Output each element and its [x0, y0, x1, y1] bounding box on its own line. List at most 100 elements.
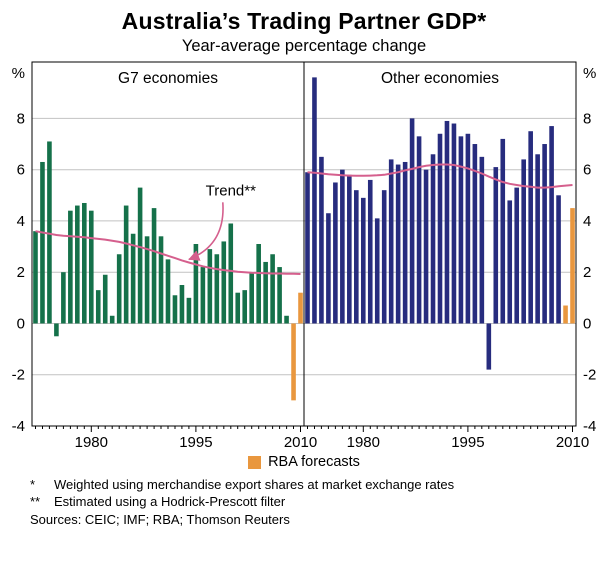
- panel-title: G7 economies: [118, 70, 218, 87]
- bar: [291, 323, 296, 401]
- bar: [137, 187, 143, 324]
- bar: [228, 223, 234, 324]
- bar: [549, 126, 554, 324]
- footnote-2-text: Estimated using a Hodrick-Prescott filte…: [54, 494, 286, 510]
- bar: [333, 182, 338, 324]
- bar: [479, 156, 485, 324]
- bar: [360, 197, 366, 324]
- bar: [542, 144, 547, 324]
- bar: [242, 290, 248, 324]
- panel-title: Other economies: [381, 70, 499, 87]
- bar: [172, 295, 178, 324]
- x-tick-label: 1995: [179, 434, 212, 451]
- bars-0: [33, 141, 303, 401]
- y-axis-labels: -4 -4 -2 -2 0 0 2 2 4 4 6 6 8 8%%: [12, 65, 597, 435]
- bar: [409, 118, 415, 324]
- bar: [116, 254, 122, 324]
- bar: [200, 267, 206, 324]
- bar: [102, 274, 108, 324]
- bar: [312, 77, 317, 324]
- bar: [444, 120, 450, 324]
- bar: [158, 236, 164, 324]
- y-tick-label-right: 6: [583, 162, 591, 179]
- bar: [263, 261, 268, 324]
- bar: [193, 244, 199, 324]
- bar: [82, 202, 87, 324]
- bar: [68, 210, 73, 324]
- bar: [256, 244, 261, 324]
- footnotes: * Weighted using merchandise export shar…: [0, 476, 608, 528]
- bar: [416, 136, 422, 324]
- y-tick-label-left: 6: [17, 162, 25, 179]
- bar: [270, 254, 275, 324]
- bar: [277, 267, 282, 324]
- bar: [165, 259, 171, 324]
- bar: [40, 161, 45, 324]
- bar: [486, 323, 492, 370]
- y-tick-label-right: 8: [583, 110, 591, 127]
- bar: [95, 290, 101, 324]
- y-tick-label-right: 4: [583, 213, 591, 230]
- trend-annotation-arrow: [188, 202, 224, 261]
- plot-border: [31, 61, 577, 427]
- y-tick-label-left: -4: [12, 418, 25, 435]
- y-tick-label-left: 4: [17, 213, 25, 230]
- bar: [465, 133, 471, 324]
- y-tick-label-right: 0: [583, 316, 591, 333]
- sources-line: Sources: CEIC; IMF; RBA; Thomson Reuters: [30, 512, 290, 528]
- bar: [388, 159, 394, 324]
- footnote-2-marker: **: [30, 494, 41, 510]
- bar: [249, 272, 254, 324]
- bar: [374, 218, 380, 324]
- y-tick-label-left: 8: [17, 110, 25, 127]
- bar: [507, 200, 513, 324]
- legend-forecast-label: RBA forecasts: [268, 454, 360, 470]
- x-ticks-0: 1980 1995 2010: [35, 426, 317, 451]
- chart-subtitle: Year-average percentage change: [181, 37, 427, 55]
- bar: [186, 297, 192, 324]
- bar: [563, 305, 568, 324]
- bar: [556, 195, 561, 324]
- bar: [144, 236, 150, 324]
- bar: [535, 154, 540, 324]
- y-tick-label-left: -2: [12, 367, 25, 384]
- x-tick-label: 1980: [347, 434, 380, 451]
- bar: [326, 213, 331, 324]
- bar: [521, 159, 526, 324]
- y-tick-label-right: -2: [583, 367, 596, 384]
- bar: [472, 144, 478, 324]
- bar: [430, 154, 436, 324]
- bar: [151, 208, 157, 324]
- bar: [493, 167, 499, 324]
- bar: [235, 292, 241, 324]
- bar: [437, 133, 443, 324]
- bar: [381, 190, 387, 324]
- bar: [500, 138, 506, 324]
- bar: [130, 233, 136, 324]
- footnote-1: * Weighted using merchandise export shar…: [30, 476, 608, 493]
- bar: [61, 272, 66, 324]
- x-tick-label: 1995: [451, 434, 484, 451]
- unit-label-left: %: [12, 65, 25, 82]
- bar: [340, 169, 345, 324]
- trend-line: [35, 230, 301, 275]
- bar: [109, 315, 115, 324]
- bar: [54, 323, 59, 337]
- footnote-1-text: Weighted using merchandise export shares…: [54, 477, 455, 492]
- bar: [367, 179, 373, 324]
- bar: [75, 205, 80, 324]
- x-tick-label: 1980: [75, 434, 108, 451]
- unit-label-right: %: [583, 65, 596, 82]
- y-tick-label-right: 2: [583, 264, 591, 281]
- bar: [458, 136, 464, 324]
- bar: [298, 292, 303, 324]
- bar: [33, 231, 38, 324]
- y-tick-label-left: 2: [17, 264, 25, 281]
- bar: [402, 161, 408, 324]
- bar: [514, 187, 520, 324]
- trend-annotation: Trend**: [206, 182, 256, 199]
- chart-title: Australia’s Trading Partner GDP*: [121, 8, 487, 34]
- legend-forecast-swatch: [248, 455, 262, 469]
- bar: [423, 169, 429, 324]
